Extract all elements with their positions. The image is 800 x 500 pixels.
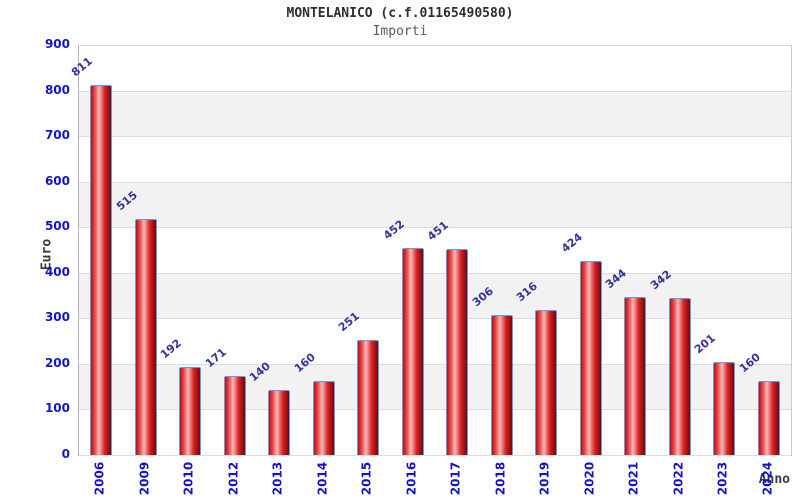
gridline [79,363,791,365]
gridline [79,227,791,229]
x-tick-label: 2019 [537,461,552,496]
y-tick-label: 0 [61,447,70,461]
y-tick-label: 800 [44,82,70,97]
y-tick-label: 700 [44,128,70,143]
gridline [79,90,791,92]
x-tick-label: 2010 [181,461,196,496]
x-tick-label: 2020 [582,461,597,496]
bar [223,376,246,455]
bar [490,314,513,455]
bar [268,390,291,455]
x-tick-label: 2021 [626,461,641,496]
gridline [79,272,791,274]
plot-band [79,45,791,91]
bar [579,260,602,455]
bar [134,219,157,455]
page-title: MONTELANICO (c.f.01165490580) [286,6,514,21]
x-tick-label: 2024 [760,461,775,496]
plot-band [79,90,791,137]
x-tick-label: 2017 [448,461,463,496]
x-tick-label: 2016 [404,461,419,496]
x-axis-title: Anno [758,472,790,487]
x-tick-label: 2015 [359,461,374,496]
y-tick-label: 300 [44,310,70,325]
x-tick-label: 2022 [671,461,686,496]
bar [757,381,780,455]
bar [535,310,558,455]
y-tick-label: 600 [44,173,70,188]
plot-band [79,227,791,273]
gridline [79,409,791,411]
page-subtitle: Importi [372,24,428,39]
y-tick-label: 500 [44,219,70,234]
bar [312,381,335,455]
gridline [79,45,791,46]
x-tick-label: 2013 [270,461,285,496]
plot-band [79,181,791,228]
y-tick-label: 100 [44,401,70,416]
bar [668,298,691,455]
plot-band [79,136,791,182]
x-tick-label: 2023 [715,461,730,496]
gridline [79,318,791,320]
x-tick-label: 2014 [315,461,330,496]
bar [713,362,736,455]
y-tick-label: 200 [44,355,70,370]
x-tick-label: 2006 [92,461,107,496]
gridline [79,136,791,138]
y-tick-label: 400 [44,264,70,279]
gridline [79,181,791,183]
x-tick-label: 2009 [137,461,152,496]
bar [446,248,469,455]
gridline [79,455,791,456]
bar [179,366,202,455]
bar [357,339,380,455]
x-tick-label: 2018 [493,461,508,496]
bar [624,297,647,455]
y-tick-label: 900 [44,37,70,51]
bar [401,248,424,455]
bar [90,84,113,455]
plot-area [78,45,792,456]
x-tick-label: 2012 [226,461,241,496]
